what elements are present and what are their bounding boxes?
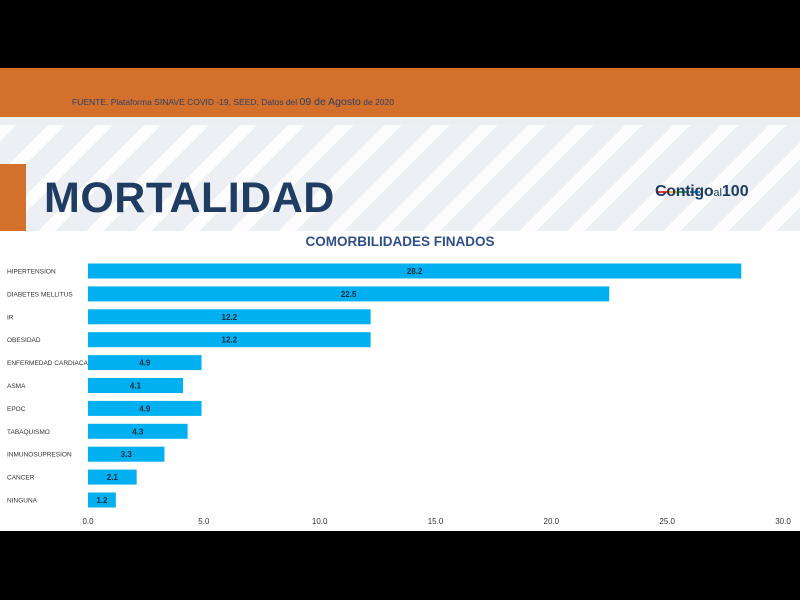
bar — [88, 263, 742, 279]
category-label: HIPERTENSION — [7, 269, 56, 276]
x-tick-label: 5.0 — [198, 517, 210, 526]
category-label: EPOC — [7, 406, 26, 413]
bars-layer: HIPERTENSION 28.2 DIABETES MELLITUS 22.5 IR 1… — [7, 263, 791, 526]
bar — [88, 400, 202, 416]
value-label: 1.2 — [96, 496, 108, 505]
value-label: 22.5 — [341, 290, 357, 299]
source-date: 09 de Agosto — [299, 96, 361, 108]
value-label: 12.2 — [222, 336, 238, 345]
value-label: 4.9 — [139, 359, 151, 368]
category-label: ASMA — [7, 383, 26, 390]
x-tick-label: 25.0 — [659, 517, 675, 526]
bar — [88, 309, 371, 325]
logo-word-al: al — [713, 187, 722, 199]
x-tick-label: 30.0 — [775, 517, 791, 526]
slide: FUENTE. Plataforma SINAVE COVID -19, SEE… — [0, 68, 800, 531]
category-label: IR — [7, 314, 14, 321]
x-tick-label: 10.0 — [312, 517, 328, 526]
value-label: 4.3 — [132, 427, 144, 436]
value-label: 12.2 — [222, 313, 238, 322]
value-label: 2.1 — [107, 473, 119, 482]
value-label: 4.9 — [139, 404, 151, 413]
divider-strip — [0, 117, 800, 125]
category-label: ENFERMEDAD CARDIACA — [7, 360, 89, 367]
value-label: 3.3 — [121, 450, 133, 459]
source-text: FUENTE. Plataforma SINAVE COVID -19, SEE… — [72, 97, 298, 107]
bar — [88, 378, 183, 393]
category-label: OBESIDAD — [7, 337, 41, 344]
source-note: FUENTE. Plataforma SINAVE COVID -19, SEE… — [72, 96, 394, 108]
logo-color-stripes — [657, 180, 701, 198]
bar — [88, 446, 165, 462]
comorbidities-chart: COMORBILIDADES FINADOS HIPERTENSION 28.2 D… — [7, 234, 791, 526]
source-year: de 2020 — [363, 97, 394, 107]
value-label: 4.1 — [130, 382, 142, 391]
accent-tab — [0, 164, 26, 231]
bar — [88, 469, 137, 485]
title-banner — [0, 125, 800, 231]
category-label: NINGUNA — [7, 498, 38, 505]
category-label: INMUNOSUPRESION — [7, 452, 72, 459]
x-tick-label: 15.0 — [428, 517, 444, 526]
page-title: MORTALIDAD — [44, 174, 335, 222]
value-label: 28.2 — [407, 267, 423, 276]
header-bar: FUENTE. Plataforma SINAVE COVID -19, SEE… — [0, 68, 800, 117]
contigo-al-100-logo: Contigoal100 — [655, 183, 749, 201]
category-label: DIABETES MELLITUS — [7, 291, 73, 298]
category-label: CANCER — [7, 475, 35, 482]
x-tick-label: 0.0 — [82, 517, 94, 526]
logo-word-contigo: Contigo — [655, 183, 714, 200]
bar — [88, 355, 202, 371]
bar — [88, 286, 610, 302]
chart-title: COMORBILIDADES FINADOS — [306, 234, 495, 249]
x-tick-label: 20.0 — [544, 517, 560, 526]
logo-word-100: 100 — [721, 183, 749, 200]
bar — [88, 423, 188, 439]
bar — [88, 492, 116, 508]
bar — [88, 332, 371, 348]
category-label: TABAQUISMO — [7, 429, 50, 436]
